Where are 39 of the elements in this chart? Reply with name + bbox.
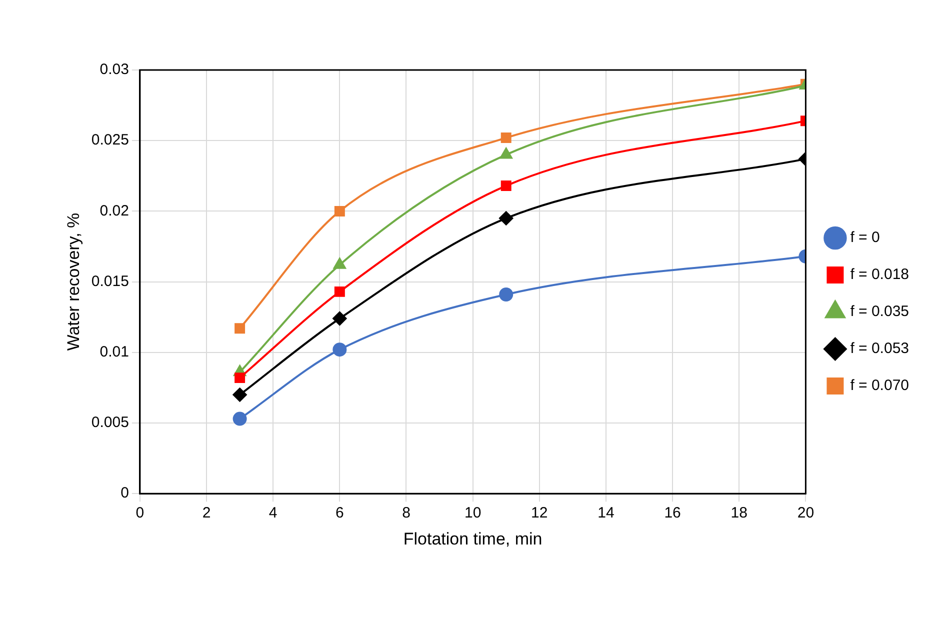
point <box>334 286 345 297</box>
point <box>333 258 346 269</box>
y-tick-label: 0.03 <box>100 61 129 78</box>
x-tick-label: 12 <box>531 504 548 522</box>
legend-label: f = 0.035 <box>850 303 910 320</box>
point <box>332 312 347 326</box>
point <box>499 288 514 302</box>
legend-label: f = 0.053 <box>850 340 910 358</box>
x-tick-label: 16 <box>664 504 681 522</box>
point <box>500 132 512 144</box>
x-tick-label: 14 <box>598 504 614 522</box>
point <box>332 342 347 357</box>
point <box>232 388 247 402</box>
y-axis-title: Water recovery, % <box>64 212 83 351</box>
x-tick-label: 20 <box>797 504 814 522</box>
y-tick-label: 0 <box>120 484 129 502</box>
x-tick-label: 8 <box>402 504 410 522</box>
x-tick-label: 10 <box>464 504 482 522</box>
y-tick-label: 0.01 <box>100 344 129 361</box>
x-tick-label: 18 <box>730 504 748 522</box>
legend-label: f = 0 <box>850 229 880 246</box>
point <box>500 180 512 192</box>
y-tick-label: 0.025 <box>91 132 129 149</box>
x-tick-label: 2 <box>202 504 211 522</box>
y-tick-label: 0.005 <box>91 414 129 432</box>
y-tick-label: 0.02 <box>100 202 129 220</box>
point <box>234 372 246 384</box>
x-axis-title: Flotation time, min <box>403 529 542 548</box>
legend-label: f = 0.018 <box>850 266 910 284</box>
y-tick-label: 0.015 <box>91 272 129 290</box>
x-tick-label: 6 <box>335 504 344 522</box>
point <box>499 211 514 226</box>
legend-label: f = 0.070 <box>850 377 910 394</box>
x-tick-label: 0 <box>136 504 144 522</box>
point <box>334 206 345 216</box>
point <box>234 323 246 334</box>
point <box>500 148 512 159</box>
point <box>232 412 247 426</box>
x-tick-label: 4 <box>268 504 278 522</box>
